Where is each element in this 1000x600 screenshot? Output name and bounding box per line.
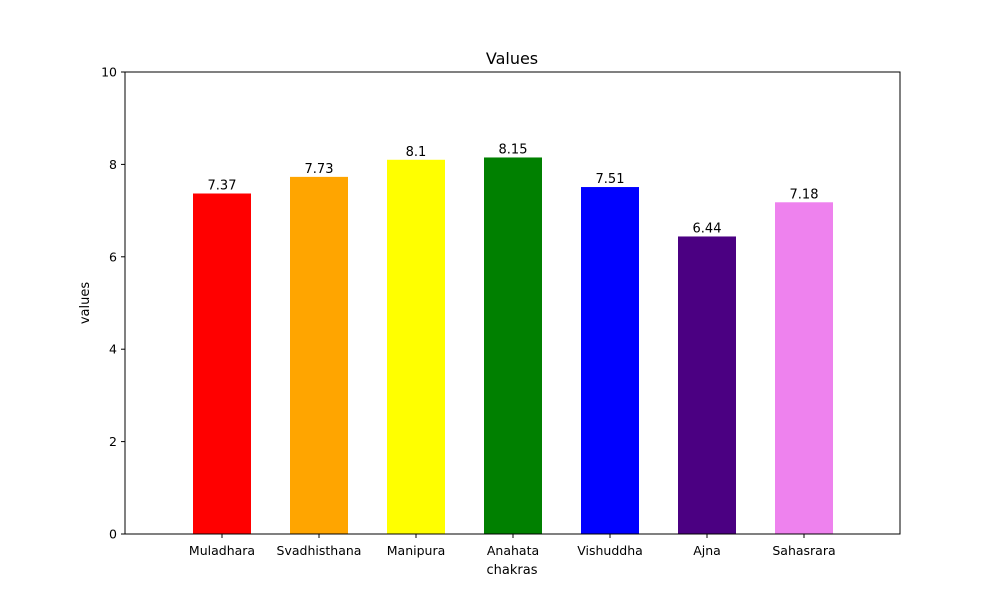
chart-title: Values bbox=[486, 49, 538, 68]
data-label-muladhara: 7.37 bbox=[208, 179, 237, 194]
bar-anahata bbox=[484, 157, 542, 534]
bars-layer bbox=[193, 157, 833, 535]
bar-muladhara bbox=[193, 193, 251, 535]
bar-ajna bbox=[678, 236, 736, 535]
y-axis-ticks: 0 2 4 6 8 10 bbox=[101, 65, 125, 542]
y-tick-label: 0 bbox=[109, 527, 117, 542]
data-label-svadhisthana: 7.73 bbox=[305, 162, 334, 177]
y-tick-label: 2 bbox=[109, 434, 117, 449]
y-tick-label: 10 bbox=[101, 65, 117, 80]
data-label-vishuddha: 7.51 bbox=[596, 172, 625, 187]
bar-manipura bbox=[387, 159, 445, 534]
x-axis-ticks: Muladhara Svadhisthana Manipura Anahata Vish… bbox=[189, 534, 836, 558]
y-tick-label: 8 bbox=[109, 157, 117, 172]
y-axis-label: values bbox=[78, 282, 93, 325]
x-tick-label: Anahata bbox=[487, 543, 539, 558]
x-tick-label: Manipura bbox=[387, 543, 446, 558]
x-tick-label: Vishuddha bbox=[577, 543, 643, 558]
data-label-manipura: 8.1 bbox=[406, 145, 427, 160]
data-label-sahasrara: 7.18 bbox=[790, 187, 819, 202]
x-tick-label: Muladhara bbox=[189, 543, 255, 558]
x-tick-label: Ajna bbox=[693, 543, 721, 558]
bar-vishuddha bbox=[581, 187, 639, 534]
plot-frame bbox=[124, 71, 901, 535]
data-labels: 7.37 7.73 8.1 8.15 7.51 6.44 7.18 bbox=[208, 142, 819, 236]
x-tick-label: Sahasrara bbox=[772, 543, 835, 558]
bar-svadhisthana bbox=[290, 176, 348, 534]
data-label-ajna: 6.44 bbox=[693, 221, 722, 236]
x-axis-label: chakras bbox=[487, 563, 538, 578]
x-tick-label: Svadhisthana bbox=[277, 543, 362, 558]
y-tick-label: 6 bbox=[109, 249, 117, 264]
data-label-anahata: 8.15 bbox=[499, 142, 528, 157]
bar-sahasrara bbox=[775, 202, 833, 534]
y-tick-label: 4 bbox=[109, 342, 117, 357]
